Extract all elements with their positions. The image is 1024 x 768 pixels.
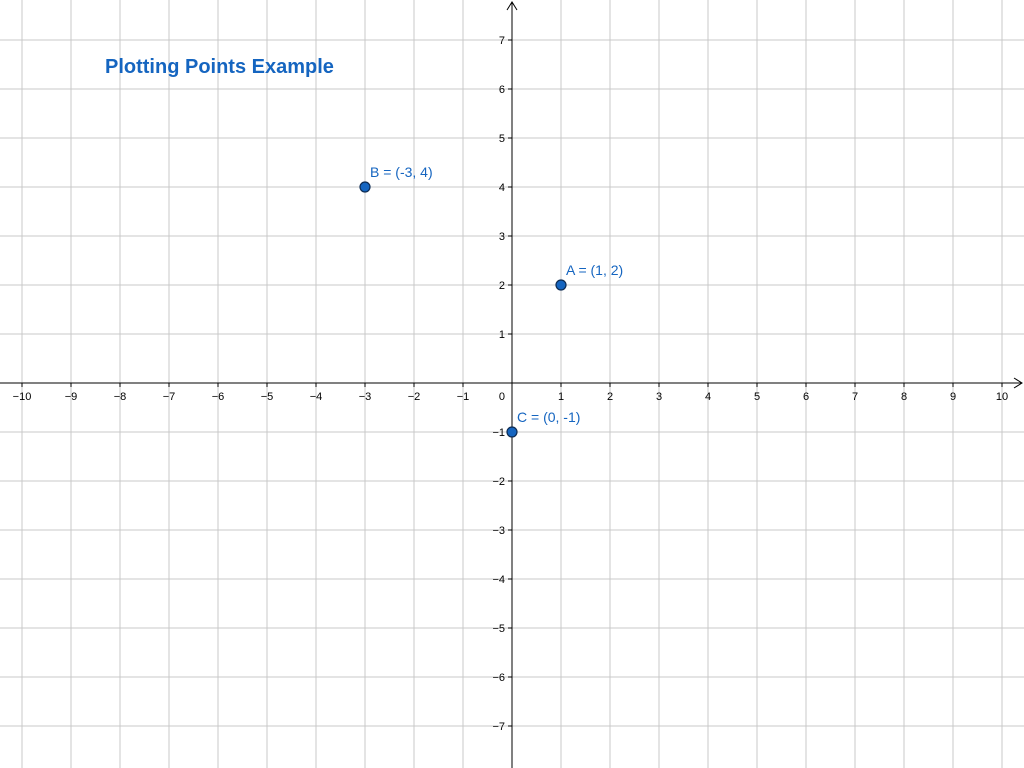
tick-labels: −10 −9 −8 −7 −6 −5 −4 −3 −2 −1 1 2 3 4 5 6 7 8 9 10−7−6−5−4…	[13, 35, 1008, 733]
data-point	[506, 426, 518, 438]
points: A = (1, 2) B = (-3, 4) C = (0, -1)	[359, 164, 623, 438]
x-tick-label: −2	[408, 391, 421, 403]
x-tick-label: −5	[261, 391, 274, 403]
y-tick-label: 3	[499, 231, 505, 243]
x-tick-label: 1	[558, 391, 564, 403]
y-tick-label: −3	[492, 525, 505, 537]
x-tick-label: 10	[996, 391, 1008, 403]
chart-title: Plotting Points Example	[105, 56, 334, 78]
x-tick-label: 4	[705, 391, 711, 403]
x-tick-label: 5	[754, 391, 760, 403]
x-tick-label: −6	[212, 391, 225, 403]
y-tick-label: −6	[492, 672, 505, 684]
point-label: B = (-3, 4)	[370, 164, 433, 180]
x-tick-label: −4	[310, 391, 323, 403]
y-tick-label: −7	[492, 721, 505, 733]
y-tick-label: 4	[499, 182, 505, 194]
y-tick-label: −1	[492, 427, 505, 439]
y-tick-label: 7	[499, 35, 505, 47]
data-point	[359, 181, 371, 193]
x-tick-label: 6	[803, 391, 809, 403]
y-tick-label: 6	[499, 84, 505, 96]
y-tick-label: 5	[499, 133, 505, 145]
point-label: C = (0, -1)	[517, 409, 580, 425]
data-point	[555, 279, 567, 291]
point-label: A = (1, 2)	[566, 262, 623, 278]
y-tick-label: −5	[492, 623, 505, 635]
y-tick-label: −2	[492, 476, 505, 488]
x-tick-label: 7	[852, 391, 858, 403]
x-tick-label: −9	[65, 391, 78, 403]
x-tick-label: 2	[607, 391, 613, 403]
x-tick-label: −8	[114, 391, 127, 403]
origin-label: 0	[499, 391, 505, 403]
x-tick-label: 9	[950, 391, 956, 403]
x-tick-label: −1	[457, 391, 470, 403]
x-tick-label: 3	[656, 391, 662, 403]
y-tick-label: −4	[492, 574, 505, 586]
x-tick-label: −3	[359, 391, 372, 403]
y-tick-label: 2	[499, 280, 505, 292]
y-axis-arrow	[506, 1, 518, 11]
x-tick-label: 8	[901, 391, 907, 403]
x-tick-label: −7	[163, 391, 176, 403]
x-tick-label: −10	[13, 391, 32, 403]
x-axis-arrow	[1013, 377, 1023, 389]
y-tick-label: 1	[499, 329, 505, 341]
